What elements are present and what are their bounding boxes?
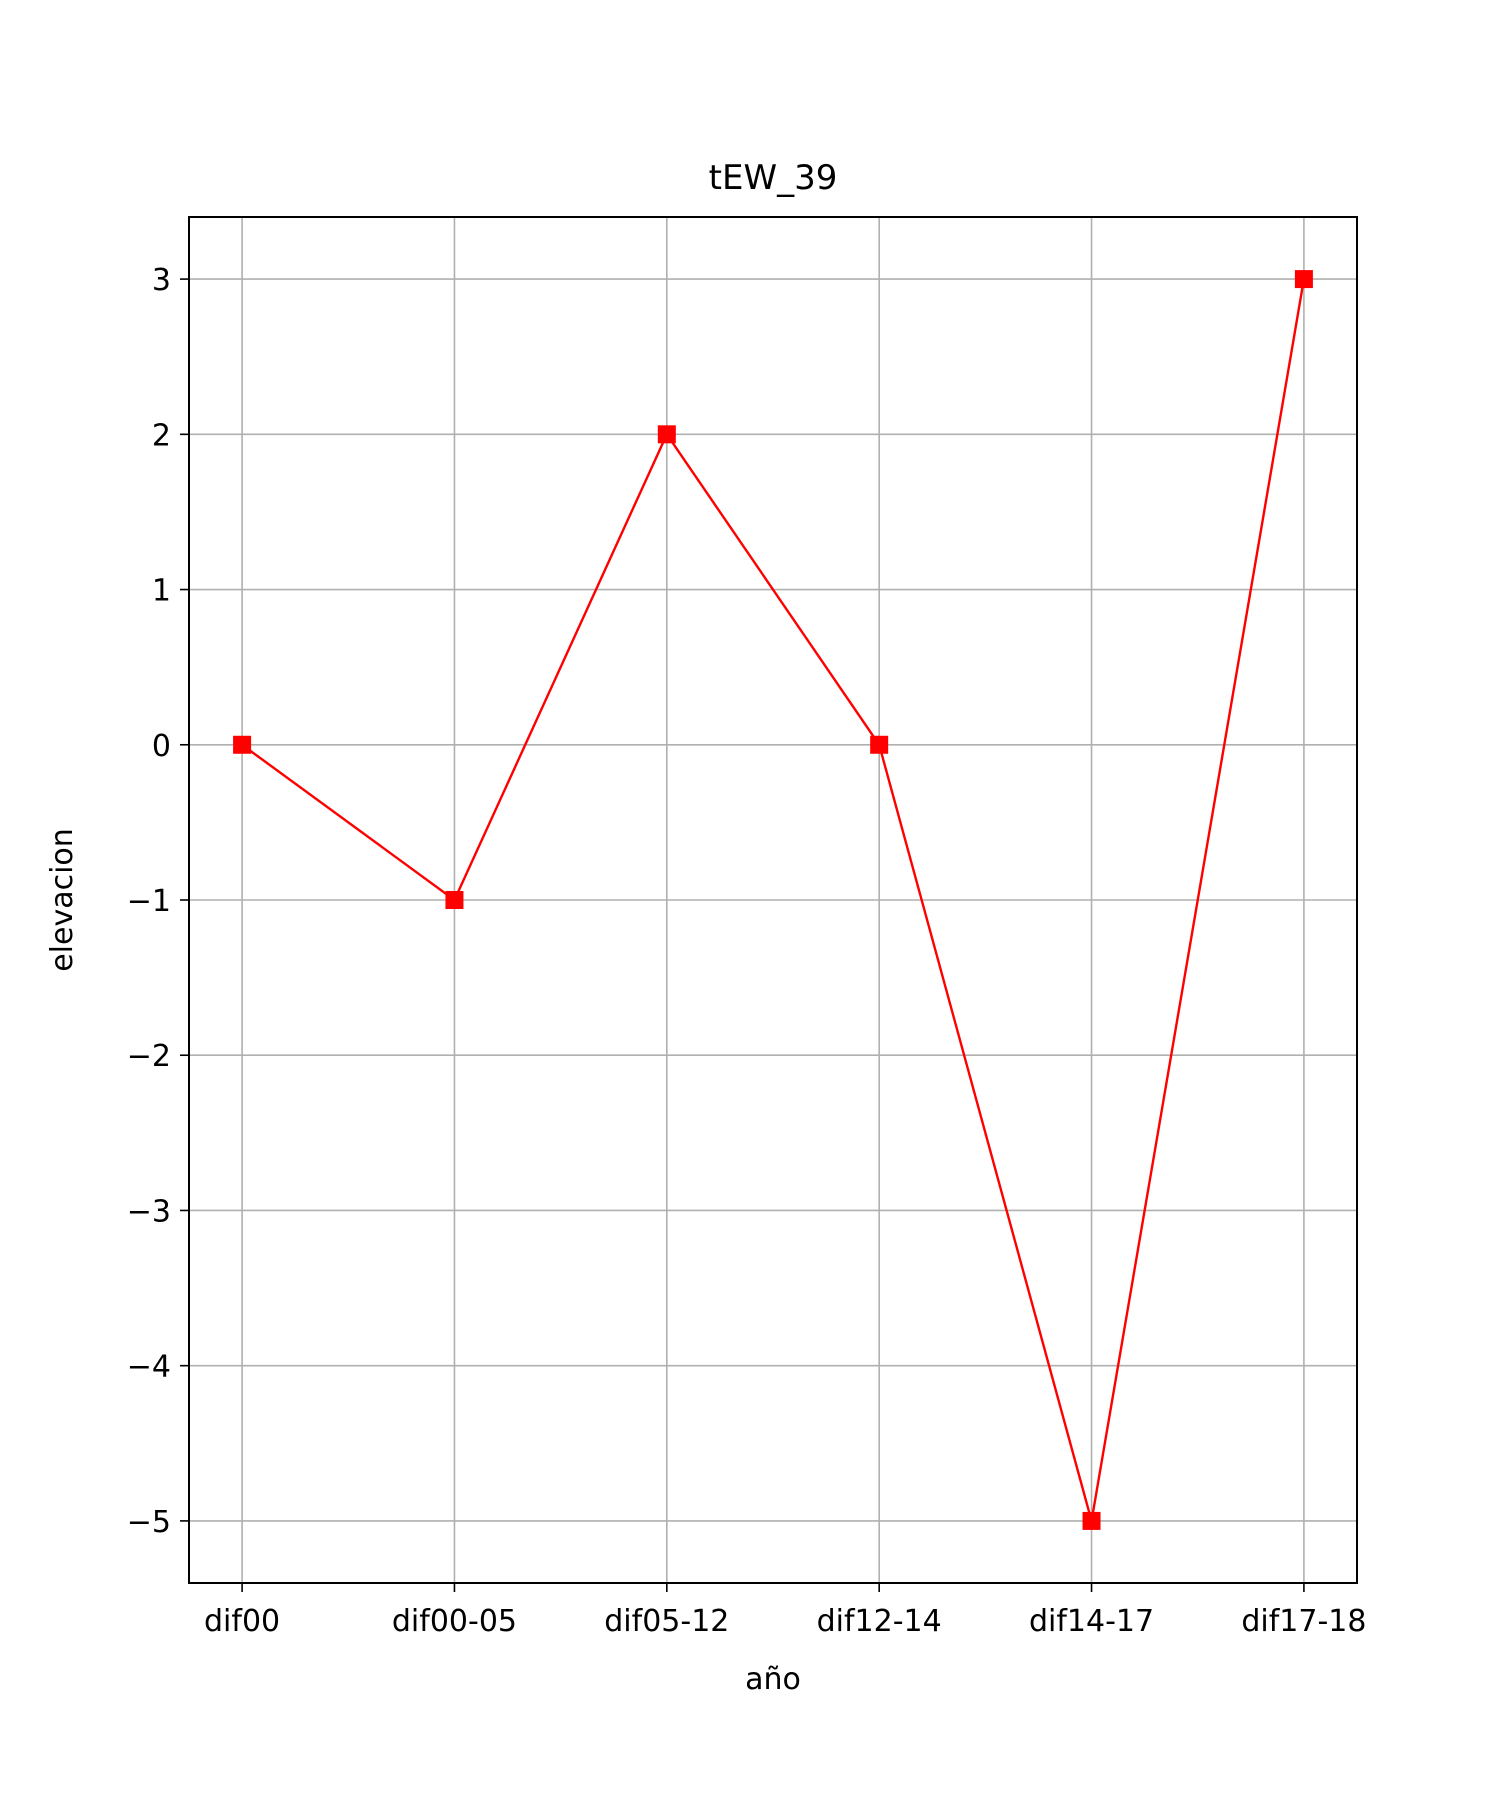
y-tick-label: −5 <box>127 1505 171 1540</box>
series-line <box>241 278 1306 1522</box>
y-tick-label: −3 <box>127 1194 171 1229</box>
data-point <box>1082 1511 1101 1530</box>
x-axis-label: año <box>745 1662 801 1697</box>
data-point <box>445 891 464 909</box>
y-tick-label: 1 <box>152 574 171 609</box>
y-tick-label: 3 <box>152 263 171 298</box>
data-point <box>1294 270 1313 289</box>
y-tick-label: −4 <box>127 1350 171 1385</box>
y-tick-label: 0 <box>152 729 171 764</box>
y-axis-label: elevacion <box>45 828 80 972</box>
chart-title: tEW_39 <box>709 158 838 198</box>
x-tick-label: dif17-18 <box>1241 1604 1366 1639</box>
y-tick-label: −1 <box>127 884 171 919</box>
x-tick-label: dif00 <box>204 1604 280 1639</box>
y-tick-label: 2 <box>152 418 171 453</box>
x-tick-label: dif12-14 <box>817 1604 942 1639</box>
y-tick-label: −2 <box>127 1039 171 1074</box>
data-point <box>233 735 252 754</box>
data-point <box>657 425 676 444</box>
x-tick-label: dif05-12 <box>604 1604 729 1639</box>
series-layer <box>233 270 1313 1530</box>
grid <box>189 217 1357 1583</box>
x-tick-label: dif14-17 <box>1029 1604 1154 1639</box>
ticks: dif00 dif00-05 dif05-12 dif12-14 dif14-17 dif… <box>127 263 1367 1639</box>
x-tick-label: dif00-05 <box>392 1604 517 1639</box>
data-point <box>870 735 889 754</box>
